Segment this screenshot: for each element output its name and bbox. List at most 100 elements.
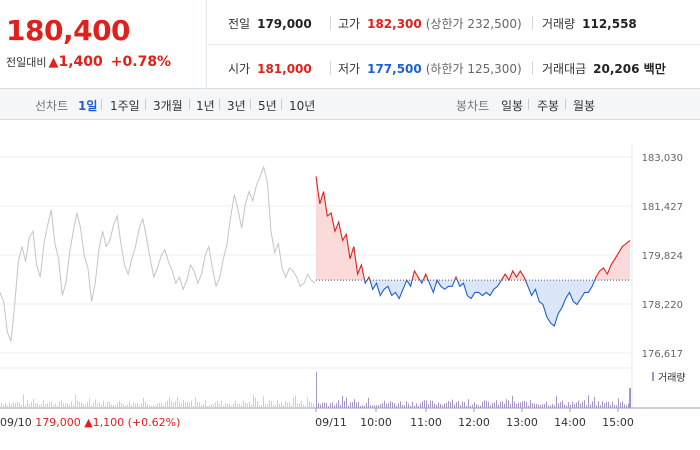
volume-bar <box>125 405 126 408</box>
volume-bar <box>155 405 156 408</box>
x-tick-label: 13:00 <box>506 416 538 429</box>
volume-bar <box>163 405 164 408</box>
volume-bar <box>362 405 363 408</box>
volume-bar <box>390 401 391 408</box>
volume-bar <box>9 402 10 408</box>
stat-prev-close: 전일 179,000 <box>228 15 312 32</box>
volume-bar <box>624 404 625 408</box>
volume-bar <box>89 398 90 408</box>
volume-bar <box>526 401 527 408</box>
tab-5year[interactable]: 5년 <box>258 99 277 113</box>
volume-bar <box>586 405 587 408</box>
volume-bar <box>524 400 525 408</box>
volume-bar <box>488 401 489 408</box>
volume-bar <box>261 405 262 408</box>
volume-bar <box>33 398 34 408</box>
volume-bar <box>348 405 349 408</box>
volume-bar <box>127 404 128 408</box>
volume-bar <box>486 400 487 408</box>
stat-label: 전일 <box>228 17 251 31</box>
volume-bar <box>201 404 202 408</box>
volume-bar <box>35 403 36 408</box>
volume-bar <box>179 402 180 408</box>
volume-bar <box>334 405 335 408</box>
volume-bar <box>67 403 68 408</box>
volume-bar <box>209 404 210 408</box>
volume-bar <box>41 403 42 408</box>
tab-1year[interactable]: 1년 <box>196 99 215 113</box>
volume-bar <box>360 405 361 408</box>
volume-bar <box>195 397 196 408</box>
stat-value: 179,000 <box>257 17 312 31</box>
volume-bar <box>442 405 443 408</box>
volume-bar <box>470 405 471 408</box>
volume-bar <box>21 404 22 408</box>
volume-bar <box>269 400 270 408</box>
volume-bar <box>460 405 461 408</box>
volume-bar <box>159 402 160 408</box>
volume-bar <box>582 401 583 408</box>
volume-bar <box>65 403 66 408</box>
volume-bar <box>87 401 88 408</box>
volume-bar <box>109 402 110 408</box>
volume-bar <box>376 405 377 408</box>
volume-bar <box>95 399 96 408</box>
volume-bar <box>464 402 465 408</box>
volume-bar <box>318 403 319 408</box>
volume-bar <box>378 405 379 408</box>
volume-bar <box>598 401 599 408</box>
tab-1week[interactable]: 1주일 <box>110 99 140 113</box>
volume-bar <box>436 404 437 408</box>
volume-bar <box>580 403 581 408</box>
volume-bar <box>540 405 541 408</box>
volume-bar <box>316 372 317 408</box>
tab-weekly-candle[interactable]: 주봉 <box>537 99 560 113</box>
volume-bar <box>408 403 409 408</box>
x-tick-label: 11:00 <box>410 416 442 429</box>
volume-bar <box>49 402 50 408</box>
quote-stats: 전일 179,000 고가 182,300 (상한가 232,500) 거래량 112,… <box>208 0 700 89</box>
volume-bar <box>560 402 561 408</box>
divider <box>565 99 566 110</box>
stat-label: 거래량 <box>542 17 576 31</box>
volume-bar <box>574 403 575 408</box>
volume-bar <box>400 401 401 408</box>
volume-bar <box>165 402 166 408</box>
tab-3year[interactable]: 3년 <box>227 99 246 113</box>
volume-bar <box>562 400 563 408</box>
divider <box>330 61 331 75</box>
volume-bar <box>119 400 120 408</box>
volume-bar <box>193 405 194 408</box>
tab-1day[interactable]: 1일 <box>78 99 98 113</box>
volume-bar <box>558 403 559 408</box>
tab-monthly-candle[interactable]: 월봉 <box>573 99 596 113</box>
divider <box>101 99 102 110</box>
tab-daily-candle[interactable]: 일봉 <box>501 99 524 113</box>
stat-volume: 거래량 112,558 <box>542 15 637 32</box>
volume-bar <box>191 400 192 408</box>
volume-bar <box>311 402 312 408</box>
divider <box>145 99 146 110</box>
volume-bar <box>99 402 100 408</box>
volume-bar <box>157 403 158 408</box>
volume-bar <box>456 402 457 408</box>
volume-bar <box>326 403 327 408</box>
volume-bar <box>187 401 188 408</box>
volume-bar <box>356 402 357 408</box>
tab-3month[interactable]: 3개월 <box>153 99 183 113</box>
volume-bar <box>185 402 186 408</box>
volume-bar <box>342 395 343 408</box>
volume-bar <box>287 402 288 408</box>
volume-bar <box>350 402 351 408</box>
tab-10year[interactable]: 10년 <box>289 99 316 113</box>
volume-bar <box>251 404 252 408</box>
volume-bar <box>536 403 537 408</box>
volume-bar <box>450 402 451 408</box>
volume-bar <box>71 401 72 408</box>
y-tick-label: 183,030 <box>642 153 683 164</box>
volume-bar <box>221 400 222 408</box>
volume-bar <box>145 401 146 408</box>
candle-chart-label: 봉차트 <box>456 99 490 113</box>
price-summary: 180,400 전일대비 ▲1,400 +0.78% <box>0 0 207 89</box>
volume-bar <box>614 404 615 408</box>
